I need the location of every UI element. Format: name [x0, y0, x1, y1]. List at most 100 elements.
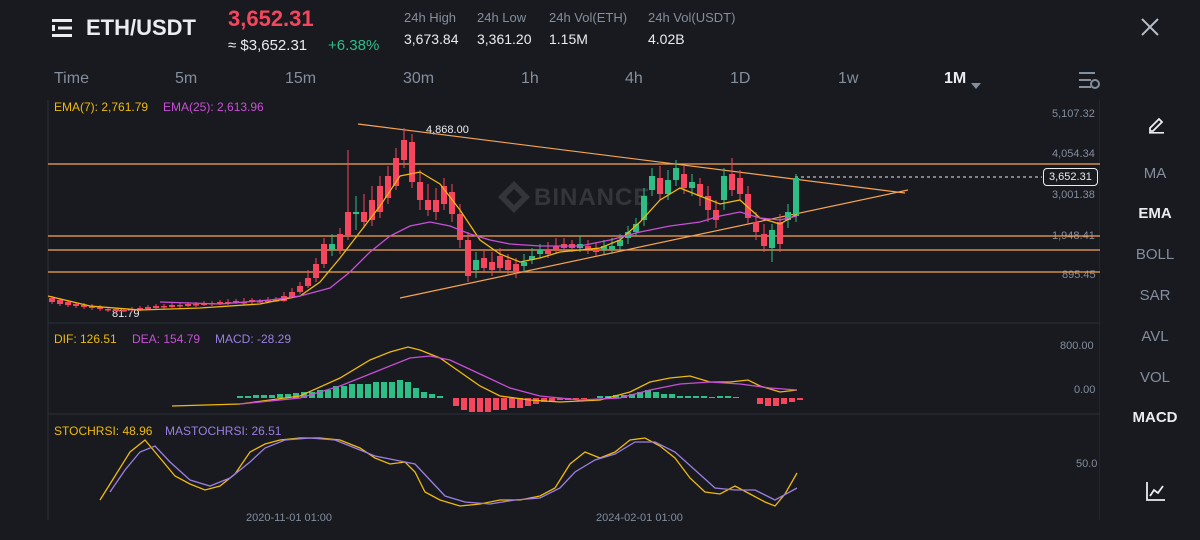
macd-histogram-bar: [293, 393, 299, 398]
candle-body: [401, 140, 407, 160]
indicator-ema[interactable]: EMA: [1138, 205, 1172, 222]
tab-30m[interactable]: 30m: [403, 70, 435, 87]
candle-body: [289, 292, 295, 297]
stat-label-high: 24h High: [404, 10, 457, 25]
menu-icon[interactable]: [50, 16, 74, 40]
macd-histogram-bar: [613, 395, 619, 398]
macd-histogram-bar: [789, 398, 795, 402]
indicator-sar[interactable]: SAR: [1139, 287, 1171, 304]
macd-histogram-bar: [693, 396, 699, 398]
candle-body: [481, 258, 487, 268]
candle-body: [113, 309, 119, 311]
candle-body: [705, 196, 711, 210]
candle-body: [265, 300, 271, 302]
macd-histogram-bar: [709, 397, 715, 398]
stochrsi-label: STOCHRSI: 48.96: [54, 424, 153, 438]
candlestick-chart[interactable]: [40, 100, 1100, 520]
stat-label-vol-usdt: 24h Vol(USDT): [648, 10, 736, 25]
tab-1m[interactable]: 1M: [944, 70, 967, 87]
candle-body: [473, 260, 479, 270]
candle-body: [673, 168, 679, 180]
time-axis-label: 2020-11-01 01:00: [246, 512, 333, 524]
macd-histogram-bar: [261, 395, 267, 398]
macd-histogram-bar: [765, 398, 771, 406]
candle-body: [433, 200, 439, 212]
candle-body: [305, 278, 311, 286]
stat-label-low: 24h Low: [477, 10, 527, 25]
candle-body: [449, 192, 455, 214]
macd-histogram-bar: [357, 384, 363, 398]
price-axis-label: 3,001.38: [1052, 189, 1095, 201]
caret-down-icon[interactable]: [971, 76, 981, 94]
candle-body: [689, 182, 695, 188]
candle-body: [153, 306, 159, 308]
candle-body: [641, 196, 647, 220]
macd-histogram-bar: [477, 398, 483, 412]
tab-4h[interactable]: 4h: [625, 70, 643, 87]
macd-histogram-bar: [485, 398, 491, 412]
pencil-icon[interactable]: [1146, 114, 1166, 139]
indicator-boll[interactable]: BOLL: [1135, 246, 1175, 263]
tab-time[interactable]: Time: [54, 70, 89, 87]
macd-histogram-bar: [317, 390, 323, 398]
watermark-text: BINANCE: [534, 184, 651, 211]
macd-histogram-bar: [397, 380, 403, 398]
indicator-avl[interactable]: AVL: [1141, 328, 1169, 345]
chart-settings-icon[interactable]: [1078, 70, 1100, 95]
candle-body: [89, 306, 95, 308]
candle-body: [217, 302, 223, 304]
tab-1h[interactable]: 1h: [521, 70, 539, 87]
dea-line: [239, 355, 798, 405]
close-icon[interactable]: [1140, 17, 1160, 37]
indicator-vol[interactable]: VOL: [1139, 369, 1170, 386]
pair-title[interactable]: ETH/USDT: [86, 15, 196, 40]
macd-axis-label: 800.00: [1060, 340, 1094, 352]
macd-histogram-bar: [469, 398, 475, 412]
candle-body: [681, 174, 687, 188]
candle-body: [721, 176, 727, 200]
macd-histogram-bar: [421, 392, 427, 398]
dea-label: DEA: 154.79: [132, 332, 201, 346]
candle-body: [185, 304, 191, 306]
macd-histogram-bar: [461, 398, 467, 410]
stochrsi-line: [99, 437, 798, 507]
price-axis-label: 5,107.32: [1052, 108, 1095, 120]
mastochrsi-label: MASTOCHRSI: 26.51: [165, 424, 282, 438]
tab-5m[interactable]: 5m: [175, 70, 198, 87]
indicator-ma[interactable]: MA: [1143, 165, 1167, 182]
candle-body: [601, 246, 607, 250]
macd-histogram-bar: [437, 396, 443, 398]
macd-histogram-bar: [333, 386, 339, 398]
candle-body: [665, 180, 671, 194]
macd-histogram-bar: [557, 398, 563, 400]
indicator-macd[interactable]: MACD: [1132, 409, 1178, 426]
line-chart-icon[interactable]: [1145, 480, 1167, 507]
tab-15m[interactable]: 15m: [285, 70, 317, 87]
tab-1d[interactable]: 1D: [730, 70, 751, 87]
stat-value-vol-usdt: 4.02B: [648, 31, 685, 47]
candle-body: [313, 264, 319, 278]
candle-body: [769, 230, 775, 248]
candle-body: [513, 264, 519, 272]
macd-histogram-bar: [685, 396, 691, 398]
macd-histogram-bar: [781, 398, 787, 404]
ema25-label: EMA(25): 2,613.96: [163, 100, 264, 114]
macd-histogram-bar: [733, 397, 739, 398]
last-price: 3,652.31: [228, 6, 314, 31]
macd-histogram-bar: [429, 394, 435, 398]
candle-body: [97, 307, 103, 309]
candle-body: [505, 260, 511, 270]
macd-histogram-bar: [541, 398, 547, 402]
macd-histogram-bar: [797, 398, 803, 400]
tab-1w[interactable]: 1w: [838, 70, 859, 87]
macd-histogram-bar: [405, 382, 411, 398]
macd-histogram-bar: [517, 398, 523, 408]
macd-histogram-bar: [661, 394, 667, 398]
candle-body: [425, 200, 431, 210]
candle-body: [361, 212, 367, 222]
candle-body: [329, 244, 335, 250]
candle-body: [793, 178, 799, 216]
stat-value-vol-eth: 1.15M: [549, 31, 588, 47]
candle-body: [353, 212, 359, 214]
macd-histogram-bar: [381, 382, 387, 398]
